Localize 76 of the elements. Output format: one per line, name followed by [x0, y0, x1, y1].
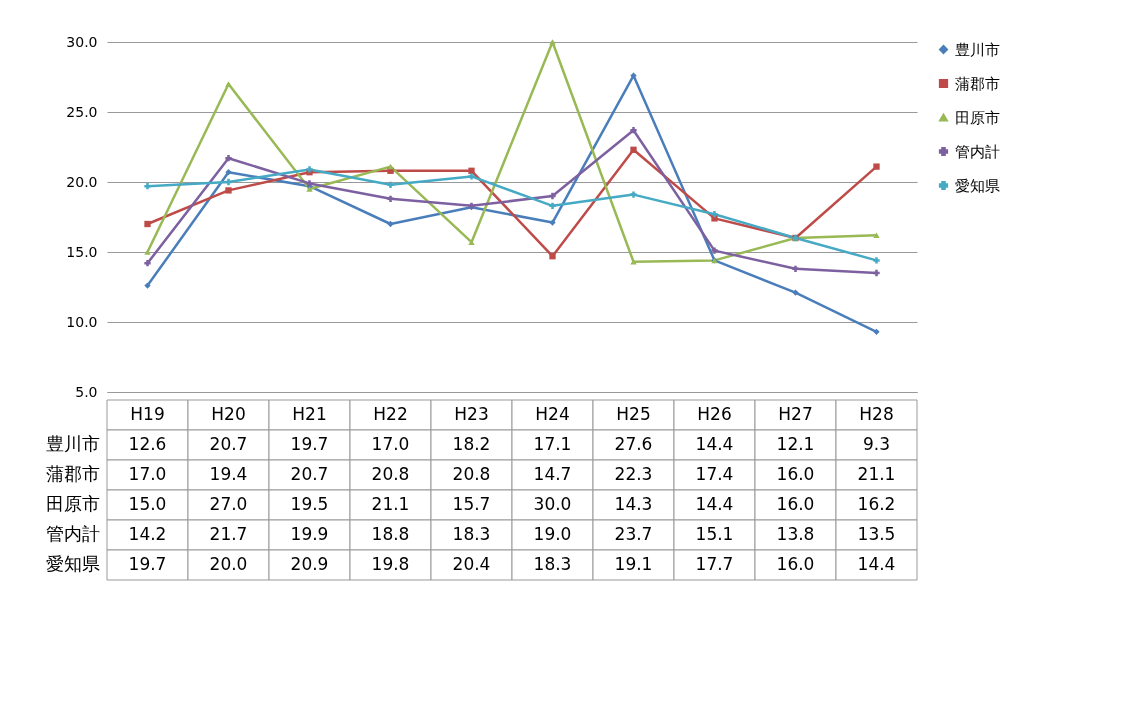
data-label: 14.4: [695, 434, 734, 454]
y-tick-label: 15.0: [66, 243, 98, 260]
data-label: 15.1: [695, 524, 734, 544]
data-label: 23.7: [614, 524, 653, 544]
data-label: 13.8: [776, 524, 815, 544]
data-label: 17.4: [695, 464, 734, 484]
data-label: 14.3: [614, 494, 653, 514]
data-label: 22.3: [614, 464, 653, 484]
data-label: 20.7: [290, 464, 329, 484]
x-tick-label: H27: [778, 404, 813, 424]
x-tick-label: H20: [211, 404, 246, 424]
x-tick-label: H26: [697, 404, 732, 424]
data-label: 20.8: [371, 464, 410, 484]
data-label: 18.3: [452, 524, 491, 544]
data-label: 12.6: [128, 434, 167, 454]
data-label: 12.1: [776, 434, 815, 454]
x-tick-label: H21: [292, 404, 327, 424]
data-label: 21.7: [209, 524, 248, 544]
text: 蒲郡市: [45, 463, 100, 484]
data-label: 19.5: [290, 494, 329, 514]
data-label: 19.4: [209, 464, 248, 484]
text: 田原市: [45, 493, 100, 514]
data-label: 19.7: [290, 434, 329, 454]
data-label: 17.7: [695, 554, 734, 574]
data-label: 27.0: [209, 494, 248, 514]
y-tick-label: 10.0: [66, 313, 98, 330]
data-label: 20.7: [209, 434, 248, 454]
data-label: 16.2: [857, 494, 896, 514]
text: 管内計: [45, 523, 100, 544]
legend-label: 管内計: [955, 142, 1000, 161]
data-label: 14.4: [857, 554, 896, 574]
text: 豊川市: [45, 433, 100, 454]
x-tick-label: H22: [373, 404, 408, 424]
data-label: 17.0: [128, 464, 167, 484]
y-tick-label: 20.0: [66, 173, 98, 190]
text: 愛知県: [45, 553, 100, 574]
data-label: 20.8: [452, 464, 491, 484]
data-label: 14.7: [533, 464, 572, 484]
data-label: 19.1: [614, 554, 653, 574]
data-label: 20.9: [290, 554, 329, 574]
data-label: 19.8: [371, 554, 410, 574]
legend-label: 愛知県: [955, 176, 1000, 195]
x-tick-label: H24: [535, 404, 570, 424]
x-tick-label: H19: [130, 404, 165, 424]
legend-label: 蒲郡市: [955, 74, 1000, 93]
data-label: 17.1: [533, 434, 572, 454]
data-label: 17.0: [371, 434, 410, 454]
x-tick-label: H25: [616, 404, 651, 424]
data-label: 18.2: [452, 434, 491, 454]
data-label: 20.0: [209, 554, 248, 574]
data-label: 14.4: [695, 494, 734, 514]
x-tick-label: H23: [454, 404, 489, 424]
data-label: 27.6: [614, 434, 653, 454]
data-label: 19.7: [128, 554, 167, 574]
data-label: 16.0: [776, 494, 815, 514]
legend-label: 田原市: [955, 108, 1000, 127]
data-label: 18.3: [533, 554, 572, 574]
data-label: 9.3: [862, 434, 891, 454]
x-tick-label: H28: [859, 404, 894, 424]
data-label: 16.0: [776, 464, 815, 484]
y-tick-label: 25.0: [66, 103, 98, 120]
data-label: 21.1: [371, 494, 410, 514]
data-label: 21.1: [857, 464, 896, 484]
data-label: 19.9: [290, 524, 329, 544]
data-label: 14.2: [128, 524, 167, 544]
data-label: 15.7: [452, 494, 491, 514]
y-tick-label: 5.0: [75, 383, 98, 400]
data-label: 19.0: [533, 524, 572, 544]
legend-label: 豊川市: [955, 40, 1000, 59]
data-label: 15.0: [128, 494, 167, 514]
y-tick-label: 30.0: [66, 33, 98, 50]
data-label: 18.8: [371, 524, 410, 544]
data-label: 30.0: [533, 494, 572, 514]
data-label: 20.4: [452, 554, 491, 574]
data-label: 13.5: [857, 524, 896, 544]
data-label: 16.0: [776, 554, 815, 574]
